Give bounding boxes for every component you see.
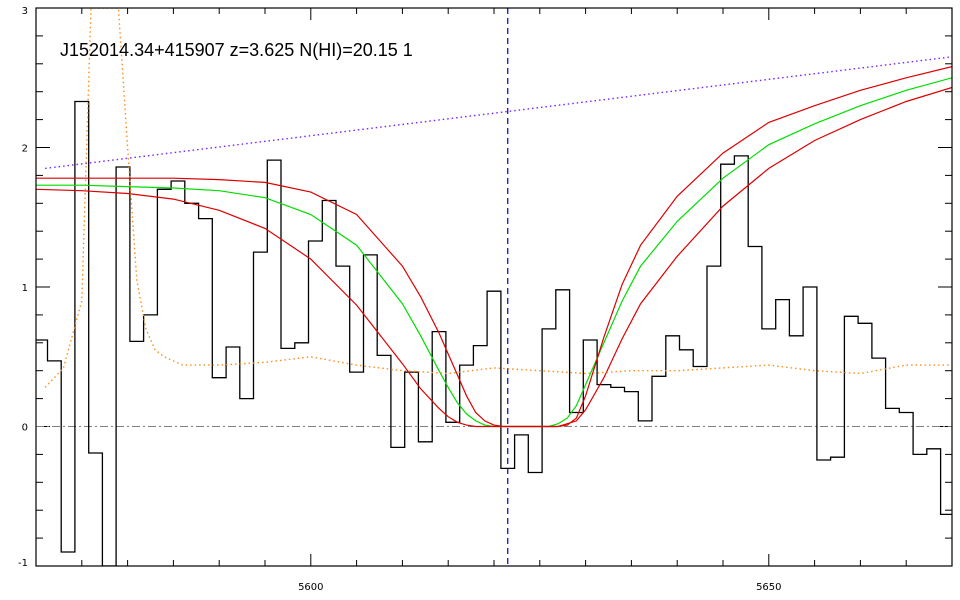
voigt-bound-series	[36, 86, 952, 428]
y-tick-label: 1	[22, 283, 28, 294]
chart-title: J152014.34+415907 z=3.625 N(HI)=20.15 1	[60, 40, 413, 60]
y-tick-label: 0	[22, 423, 28, 434]
flux-step-series	[36, 100, 952, 566]
continuum-dotted-series	[45, 56, 952, 170]
tick-labels: 5600 5650 -1 0 1 2 3	[18, 6, 782, 593]
reference-lines	[36, 8, 952, 566]
y-tick-label: 2	[22, 144, 28, 155]
x-tick-label: 5650	[756, 582, 781, 593]
y-tick-label: 3	[22, 6, 28, 17]
plot-frame	[35, 7, 953, 567]
y-tick-label: -1	[18, 558, 28, 569]
x-tick-label: 5600	[298, 582, 323, 593]
data-series	[36, 8, 952, 566]
